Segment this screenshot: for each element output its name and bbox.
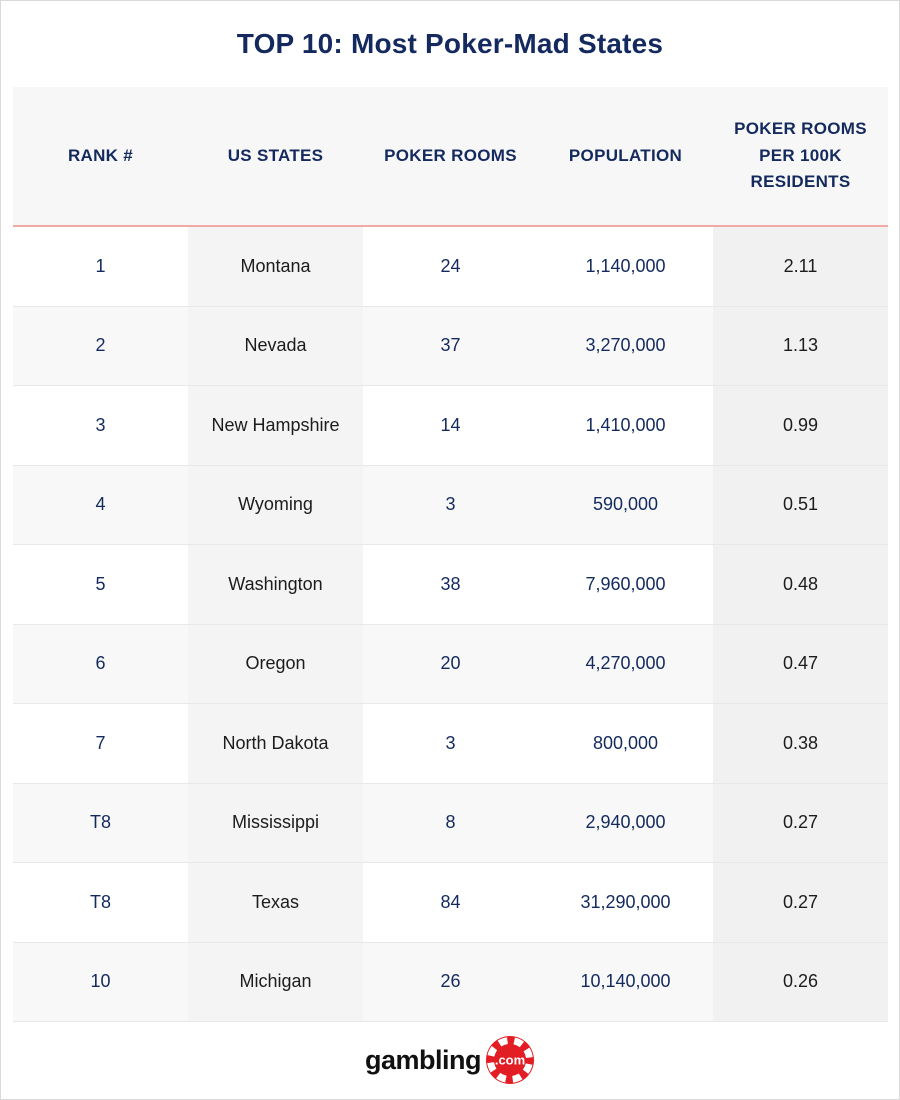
cell-rooms: 37: [440, 335, 461, 356]
footer: gambling .com: [1, 1022, 899, 1098]
cell-rank: 2: [95, 335, 106, 356]
cell-per100k: 0.27: [713, 783, 888, 862]
cell-state: Texas: [188, 863, 363, 942]
table-body: 1 Montana 24 1,140,000 2.11 2 Nevada 37 3,270,00…: [13, 227, 888, 1022]
cell-rooms: 24: [440, 255, 461, 276]
cell-population: 31,290,000: [580, 891, 671, 912]
cell-per100k: 2.11: [713, 227, 888, 306]
cell-per100k: 0.47: [713, 624, 888, 703]
column-header-population: POPULATION: [568, 145, 683, 165]
cell-rooms: 8: [445, 812, 456, 833]
cell-per100k: 1.13: [713, 306, 888, 385]
table-row: 5 Washington 38 7,960,000 0.48: [13, 545, 888, 625]
cell-state: North Dakota: [188, 704, 363, 783]
table-row: 2 Nevada 37 3,270,000 1.13: [13, 306, 888, 386]
cell-population: 7,960,000: [585, 573, 666, 594]
cell-rank: 4: [95, 494, 106, 515]
poker-states-table: RANK # US STATES POKER ROOMS POPULATION …: [13, 87, 888, 1022]
cell-state: Wyoming: [188, 465, 363, 544]
cell-state: Washington: [188, 545, 363, 624]
cell-per100k: 0.99: [713, 386, 888, 465]
table-row: T8 Mississippi 8 2,940,000 0.27: [13, 783, 888, 863]
cell-population: 800,000: [592, 732, 659, 753]
cell-state: Montana: [188, 227, 363, 306]
page-title: TOP 10: Most Poker-Mad States: [236, 28, 664, 59]
cell-population: 10,140,000: [580, 971, 671, 992]
table-row: 4 Wyoming 3 590,000 0.51: [13, 465, 888, 545]
cell-per100k: 0.38: [713, 704, 888, 783]
column-header-state: US STATES: [227, 145, 324, 165]
logo-wordmark: gambling: [365, 1044, 482, 1075]
cell-rooms: 84: [440, 891, 461, 912]
table-row: 6 Oregon 20 4,270,000 0.47: [13, 624, 888, 704]
table-header-row: RANK # US STATES POKER ROOMS POPULATION …: [13, 87, 888, 227]
cell-state: Michigan: [188, 942, 363, 1021]
cell-state: Oregon: [188, 624, 363, 703]
table-row: 3 New Hampshire 14 1,410,000 0.99: [13, 386, 888, 466]
cell-rooms: 14: [440, 414, 461, 435]
cell-rooms: 26: [440, 971, 461, 992]
cell-rank: T8: [89, 812, 111, 833]
column-header-rooms: POKER ROOMS: [384, 145, 517, 165]
cell-state: Mississippi: [188, 783, 363, 862]
cell-rank: 6: [95, 653, 106, 674]
cell-rank: 7: [95, 732, 106, 753]
cell-rooms: 3: [445, 732, 456, 753]
table-row: 1 Montana 24 1,140,000 2.11: [13, 227, 888, 307]
cell-population: 1,140,000: [585, 255, 666, 276]
cell-state: New Hampshire: [188, 386, 363, 465]
cell-population: 590,000: [592, 494, 659, 515]
cell-state: Nevada: [188, 306, 363, 385]
cell-per100k: 0.26: [713, 942, 888, 1021]
cell-rooms: 3: [445, 494, 456, 515]
cell-per100k: 0.27: [713, 863, 888, 942]
logo-badge-text: .com: [495, 1053, 525, 1068]
cell-per100k: 0.48: [713, 545, 888, 624]
table-row: 10 Michigan 26 10,140,000 0.26: [13, 942, 888, 1022]
table-row: T8 Texas 84 31,290,000 0.27: [13, 863, 888, 943]
cell-rooms: 20: [440, 653, 461, 674]
title-area: TOP 10: Most Poker-Mad States: [1, 1, 899, 87]
cell-rank: 1: [95, 255, 106, 276]
table-row: 7 North Dakota 3 800,000 0.38: [13, 704, 888, 784]
cell-rank: 3: [95, 414, 106, 435]
cell-population: 2,940,000: [585, 812, 666, 833]
column-header-per100k: POKER ROOMS PER 100K RESIDENTS: [734, 119, 867, 192]
cell-rank: T8: [89, 891, 111, 912]
cell-rooms: 38: [440, 573, 461, 594]
cell-population: 4,270,000: [585, 653, 666, 674]
gambling-com-logo[interactable]: gambling .com: [365, 1035, 535, 1085]
cell-rank: 10: [90, 971, 111, 992]
column-header-rank: RANK #: [67, 145, 134, 165]
poker-chip-icon: .com: [486, 1036, 534, 1084]
cell-population: 1,410,000: [585, 414, 666, 435]
cell-per100k: 0.51: [713, 465, 888, 544]
cell-population: 3,270,000: [585, 335, 666, 356]
cell-rank: 5: [95, 573, 106, 594]
